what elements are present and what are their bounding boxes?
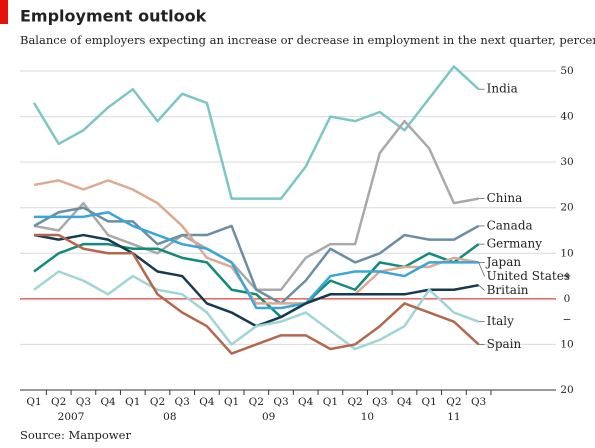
label-leader [478, 284, 485, 291]
y-tick-label: 10 [560, 247, 573, 259]
year-label: 08 [163, 411, 176, 423]
series-line [33, 206, 480, 305]
series-line [34, 211, 479, 310]
x-tick-label: Q3 [76, 396, 91, 408]
x-tick-label: Q3 [471, 396, 486, 408]
year-label: 2007 [58, 411, 85, 423]
legend-label: India [487, 82, 518, 96]
x-tick-label: Q2 [150, 396, 165, 408]
legend-label: Italy [487, 314, 515, 328]
x-tick-label: Q4 [397, 396, 413, 408]
x-tick-label: Q4 [100, 396, 116, 408]
legend-label: Britain [487, 283, 529, 297]
y-tick-label: 30 [560, 156, 573, 168]
y-tick-label: 10 [560, 338, 573, 350]
series-line [33, 270, 480, 351]
x-tick-label: Q2 [51, 396, 66, 408]
chart-subtitle: Balance of employers expecting an increa… [20, 33, 595, 47]
x-tick-label: Q1 [422, 396, 437, 408]
series-line [32, 65, 480, 200]
legend-label: Germany [487, 237, 543, 251]
x-tick-label: Q3 [273, 396, 288, 408]
series-line [33, 233, 479, 328]
x-tick-label: Q4 [199, 396, 215, 408]
legend-label: Japan [485, 255, 522, 269]
x-tick-label: Q4 [298, 396, 314, 408]
y-tick-label: 20 [560, 384, 573, 396]
sign-label: − [563, 314, 572, 326]
year-label: 09 [262, 411, 275, 423]
year-label: 10 [361, 411, 374, 423]
series-line [33, 119, 479, 291]
sign-label: + [563, 270, 572, 282]
legend-label: Spain [487, 337, 522, 351]
x-tick-label: Q2 [249, 396, 264, 408]
x-tick-label: Q2 [347, 396, 362, 408]
x-tick-label: Q1 [224, 396, 239, 408]
series-line [33, 179, 479, 305]
year-label: 11 [447, 411, 460, 423]
x-tick-label: Q3 [175, 396, 190, 408]
legend-label: United States [487, 269, 570, 283]
x-tick-label: Q1 [125, 396, 140, 408]
y-tick-label: 20 [560, 202, 573, 214]
x-tick-label: Q3 [372, 396, 387, 408]
label-leader [478, 262, 485, 277]
chart-title: Employment outlook [20, 7, 207, 26]
series-line [34, 233, 480, 355]
x-tick-label: Q1 [26, 396, 41, 408]
y-tick-label: 0 [564, 293, 571, 305]
y-tick-label: 40 [560, 111, 573, 123]
source: Source: Manpower [20, 428, 131, 442]
brand-mark [0, 0, 8, 24]
legend-label: Canada [487, 218, 533, 232]
x-tick-label: Q1 [323, 396, 338, 408]
y-tick-label: 50 [560, 65, 573, 77]
x-tick-label: Q2 [446, 396, 461, 408]
legend-label: China [487, 191, 523, 205]
